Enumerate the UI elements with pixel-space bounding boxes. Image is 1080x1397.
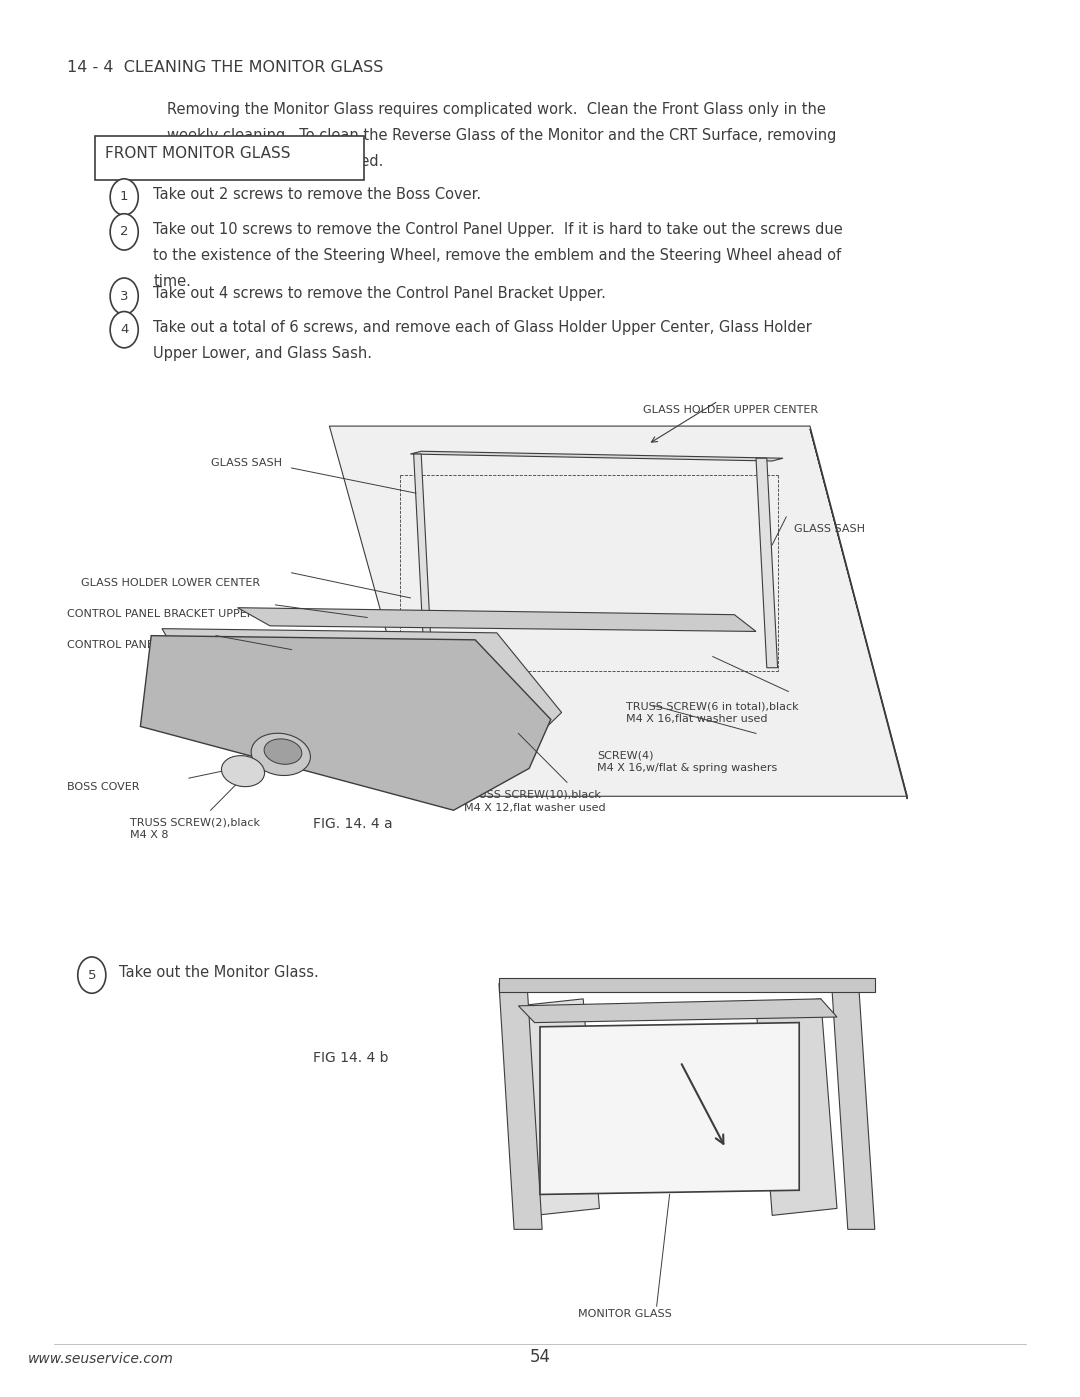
Polygon shape bbox=[518, 999, 599, 1215]
Text: SCREW(4)
M4 X 16,w/flat & spring washers: SCREW(4) M4 X 16,w/flat & spring washers bbox=[597, 750, 778, 774]
Text: Removing the Monitor Glass requires complicated work.  Clean the Front Glass onl: Removing the Monitor Glass requires comp… bbox=[167, 102, 826, 117]
Polygon shape bbox=[414, 454, 432, 664]
Text: 1: 1 bbox=[120, 190, 129, 204]
Circle shape bbox=[110, 214, 138, 250]
Text: GLASS SASH: GLASS SASH bbox=[211, 458, 282, 468]
Ellipse shape bbox=[252, 733, 310, 775]
Polygon shape bbox=[238, 608, 756, 631]
Text: to the existence of the Steering Wheel, remove the emblem and the Steering Wheel: to the existence of the Steering Wheel, … bbox=[153, 249, 841, 263]
Text: 5: 5 bbox=[87, 968, 96, 982]
Text: the Monitor Glass is required.: the Monitor Glass is required. bbox=[167, 154, 383, 169]
Text: MONITOR GLASS: MONITOR GLASS bbox=[578, 1309, 672, 1319]
Text: TRUSS SCREW(2),black
M4 X 8: TRUSS SCREW(2),black M4 X 8 bbox=[130, 817, 259, 841]
Polygon shape bbox=[329, 426, 907, 796]
Text: time.: time. bbox=[153, 274, 191, 289]
Text: FIG. 14. 4 a: FIG. 14. 4 a bbox=[313, 817, 393, 831]
Circle shape bbox=[78, 957, 106, 993]
Text: Take out 4 screws to remove the Control Panel Bracket Upper.: Take out 4 screws to remove the Control … bbox=[153, 286, 606, 302]
Text: GLASS HOLDER UPPER CENTER: GLASS HOLDER UPPER CENTER bbox=[643, 405, 818, 415]
Circle shape bbox=[110, 312, 138, 348]
Polygon shape bbox=[518, 999, 837, 1023]
Text: www.seuservice.com: www.seuservice.com bbox=[28, 1352, 174, 1366]
Text: Take out 2 screws to remove the Boss Cover.: Take out 2 screws to remove the Boss Cov… bbox=[153, 187, 482, 203]
Text: GLASS HOLDER LOWER CENTER: GLASS HOLDER LOWER CENTER bbox=[81, 578, 260, 588]
Text: BOSS COVER: BOSS COVER bbox=[67, 782, 139, 792]
Text: 3: 3 bbox=[120, 289, 129, 303]
Ellipse shape bbox=[221, 756, 265, 787]
Text: TRUSS SCREW(10),black
M4 X 12,flat washer used: TRUSS SCREW(10),black M4 X 12,flat washe… bbox=[464, 789, 606, 813]
Polygon shape bbox=[410, 451, 783, 461]
Text: 14 - 4  CLEANING THE MONITOR GLASS: 14 - 4 CLEANING THE MONITOR GLASS bbox=[67, 60, 383, 75]
Polygon shape bbox=[162, 629, 562, 775]
Polygon shape bbox=[810, 429, 907, 799]
Polygon shape bbox=[499, 983, 542, 1229]
Ellipse shape bbox=[265, 739, 301, 764]
Polygon shape bbox=[499, 978, 875, 992]
Circle shape bbox=[110, 179, 138, 215]
Text: Take out 10 screws to remove the Control Panel Upper.  If it is hard to take out: Take out 10 screws to remove the Control… bbox=[153, 222, 843, 237]
Polygon shape bbox=[540, 1023, 799, 1194]
Text: GLASS SASH: GLASS SASH bbox=[794, 524, 865, 534]
Polygon shape bbox=[832, 983, 875, 1229]
Text: weekly cleaning.  To clean the Reverse Glass of the Monitor and the CRT Surface,: weekly cleaning. To clean the Reverse Gl… bbox=[167, 129, 837, 142]
Text: 54: 54 bbox=[529, 1348, 551, 1366]
Text: TRUSS SCREW(6 in total),black
M4 X 16,flat washer used: TRUSS SCREW(6 in total),black M4 X 16,fl… bbox=[626, 701, 799, 725]
Text: 4: 4 bbox=[120, 323, 129, 337]
FancyBboxPatch shape bbox=[95, 136, 364, 180]
Text: Take out a total of 6 screws, and remove each of Glass Holder Upper Center, Glas: Take out a total of 6 screws, and remove… bbox=[153, 320, 812, 335]
Text: FRONT MONITOR GLASS: FRONT MONITOR GLASS bbox=[105, 147, 291, 161]
Polygon shape bbox=[756, 999, 837, 1215]
Circle shape bbox=[110, 278, 138, 314]
Text: FIG 14. 4 b: FIG 14. 4 b bbox=[313, 1051, 389, 1065]
Text: Take out the Monitor Glass.: Take out the Monitor Glass. bbox=[119, 965, 319, 981]
Polygon shape bbox=[756, 458, 778, 668]
Text: 2: 2 bbox=[120, 225, 129, 239]
Text: Upper Lower, and Glass Sash.: Upper Lower, and Glass Sash. bbox=[153, 345, 373, 360]
Text: CONTROL PANEL UPPER: CONTROL PANEL UPPER bbox=[67, 640, 200, 650]
Polygon shape bbox=[140, 636, 551, 810]
Text: CONTROL PANEL BRACKET UPPER: CONTROL PANEL BRACKET UPPER bbox=[67, 609, 255, 619]
